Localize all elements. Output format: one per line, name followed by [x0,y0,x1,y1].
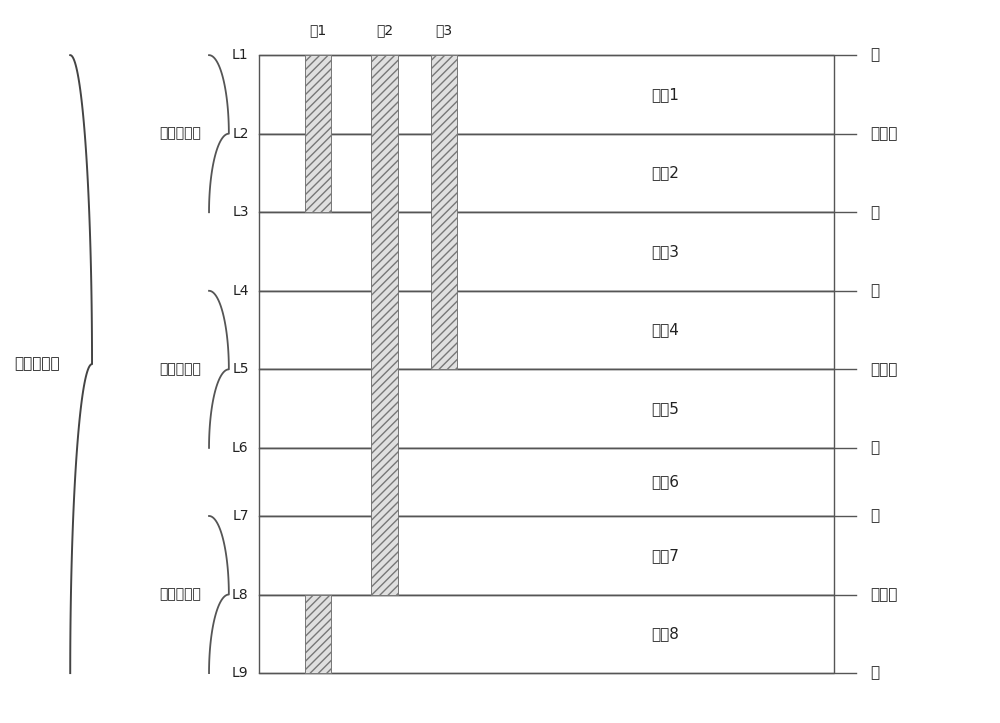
Text: 孔2: 孔2 [376,23,393,37]
Text: L5: L5 [232,362,249,377]
Text: 射频层: 射频层 [870,127,898,141]
Text: 第一次压合: 第一次压合 [159,127,201,141]
Text: 介质2: 介质2 [651,166,679,181]
Bar [259,369,834,448]
Text: L2: L2 [232,127,249,141]
Text: 射频层: 射频层 [870,587,898,602]
Bar [259,55,834,134]
Text: 介质3: 介质3 [651,244,679,259]
Bar [259,291,834,369]
Bar [259,448,834,516]
Text: 介质7: 介质7 [651,548,679,562]
Text: 射频层: 射频层 [870,362,898,377]
Bar [371,55,398,594]
Text: 介质8: 介质8 [651,626,679,641]
Text: 地: 地 [870,283,879,299]
Text: L8: L8 [232,588,249,602]
Bar [259,213,834,291]
Text: L4: L4 [232,284,249,298]
Text: 地: 地 [870,508,879,523]
Text: 介质5: 介质5 [651,401,679,416]
Text: 第一次压合: 第一次压合 [159,362,201,377]
Text: 介质4: 介质4 [651,322,679,338]
Text: L7: L7 [232,509,249,523]
Text: 介质6: 介质6 [651,474,679,489]
Bar [431,55,457,369]
Text: L3: L3 [232,205,249,219]
Text: L6: L6 [232,441,249,455]
Text: 地: 地 [870,205,879,220]
Text: 第一次压合: 第一次压合 [159,588,201,602]
Text: 地: 地 [870,48,879,63]
Text: L1: L1 [232,48,249,62]
Text: 孔3: 孔3 [435,23,453,37]
Text: L9: L9 [232,666,249,680]
Bar [259,516,834,594]
Text: 介质1: 介质1 [651,87,679,102]
Bar [259,134,834,213]
Bar [305,55,331,213]
Bar [305,594,331,673]
Text: 地: 地 [870,440,879,455]
Text: 孔1: 孔1 [309,23,327,37]
Text: 第二次压合: 第二次压合 [15,356,60,372]
Text: 地: 地 [870,666,879,680]
Bar [259,594,834,673]
